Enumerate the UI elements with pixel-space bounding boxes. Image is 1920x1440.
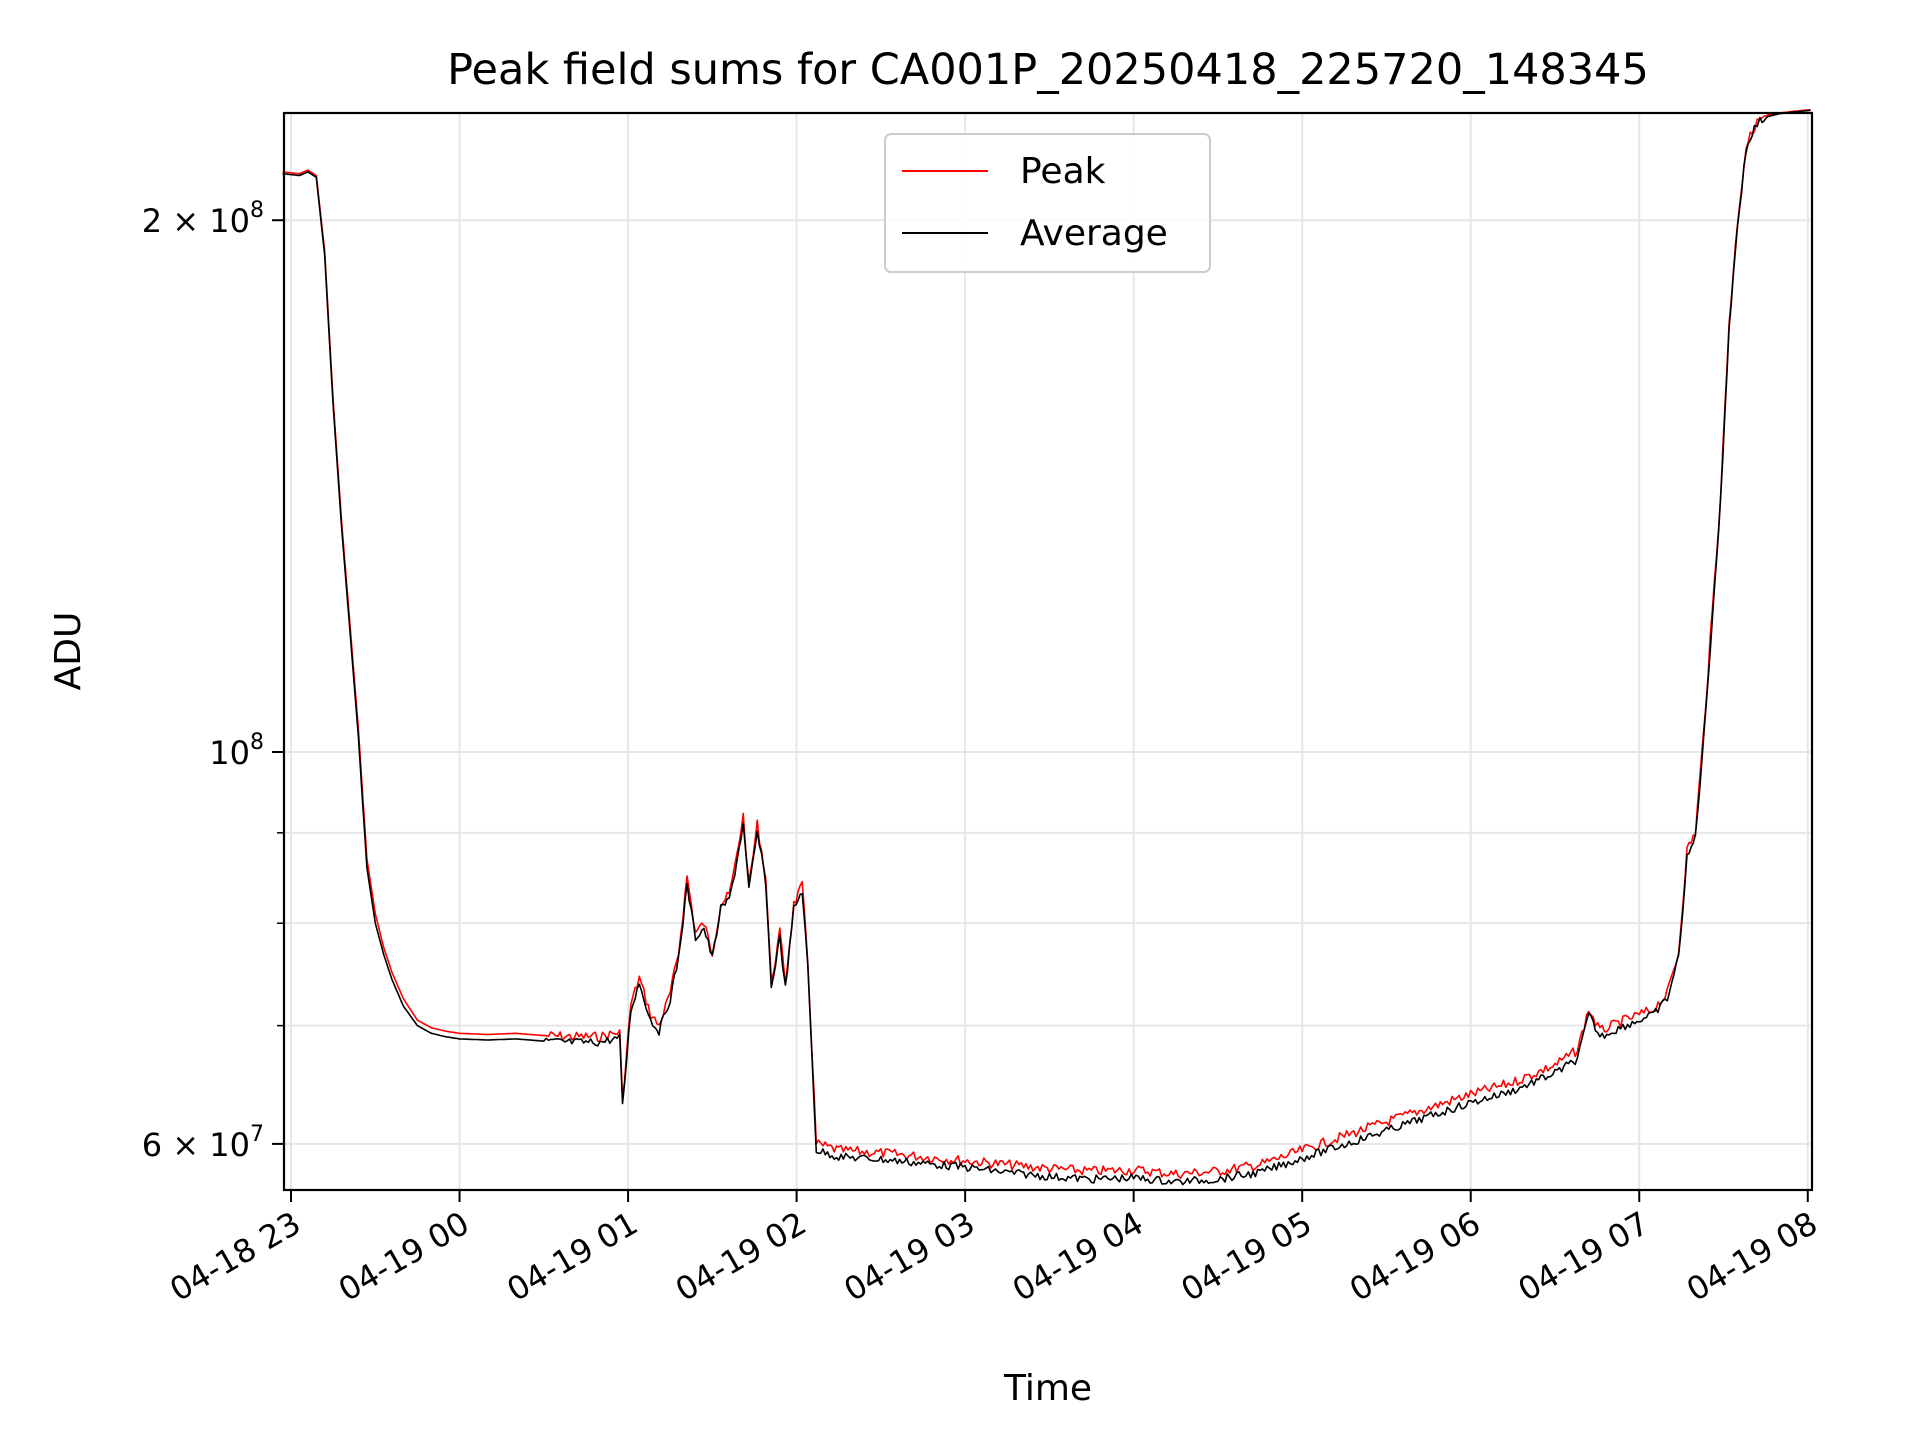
y-tick-label: 2 × 108	[142, 198, 264, 240]
legend: Peak Average	[884, 133, 1211, 273]
y-tick-label: 108	[209, 730, 264, 772]
legend-peak-label: Peak	[1020, 151, 1106, 192]
y-tick-base: 10	[209, 734, 250, 772]
series-line-average	[282, 109, 1811, 1186]
y-tick-exponent: 8	[250, 198, 264, 223]
y-tick-base: 6 × 10	[142, 1126, 250, 1164]
y-axis-label: ADU	[48, 612, 89, 691]
series-line-peak	[282, 108, 1811, 1179]
plot-series	[282, 108, 1811, 1186]
plot-frame	[282, 111, 1814, 1192]
x-axis-label: Time	[1003, 1368, 1092, 1409]
y-tick-base: 2 × 10	[142, 202, 250, 240]
y-tick-exponent: 7	[250, 1122, 264, 1147]
y-tick-exponent: 8	[250, 730, 264, 755]
chart-title: Peak field sums for CA001P_20250418_2257…	[447, 45, 1649, 95]
legend-average-label: Average	[1020, 213, 1168, 254]
legend-box	[884, 133, 1211, 273]
y-tick-label: 6 × 107	[142, 1122, 264, 1164]
